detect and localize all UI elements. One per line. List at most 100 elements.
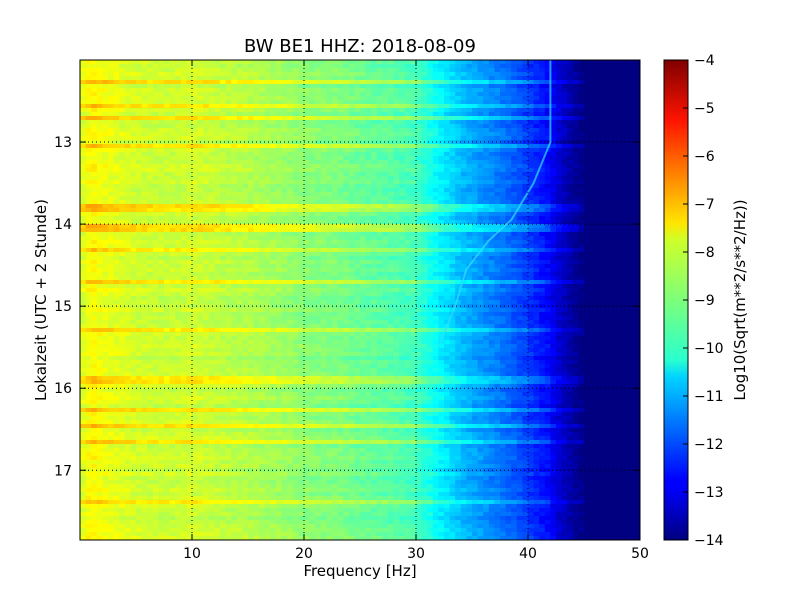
heatmap-cell — [516, 164, 523, 169]
heatmap-cell — [220, 168, 227, 173]
heatmap-cell — [343, 156, 350, 161]
heatmap-cell — [119, 116, 126, 121]
heatmap-cell — [80, 116, 87, 121]
heatmap-cell — [533, 224, 540, 229]
heatmap-cell — [225, 108, 232, 113]
heatmap-cell — [528, 220, 535, 225]
heatmap-cell — [617, 192, 624, 197]
heatmap-cell — [102, 84, 109, 89]
heatmap-cell — [332, 188, 339, 193]
heatmap-cell — [309, 68, 316, 73]
heatmap-cell — [584, 104, 591, 109]
heatmap-cell — [304, 64, 311, 69]
heatmap-cell — [315, 148, 322, 153]
heatmap-cell — [180, 176, 187, 181]
heatmap-cell — [460, 156, 467, 161]
heatmap-cell — [427, 68, 434, 73]
heatmap-cell — [488, 116, 495, 121]
heatmap-cell — [432, 196, 439, 201]
heatmap-cell — [399, 224, 406, 229]
heatmap-cell — [108, 140, 115, 145]
heatmap-cell — [192, 204, 199, 209]
heatmap-cell — [91, 132, 98, 137]
heatmap-cell — [270, 224, 277, 229]
heatmap-cell — [533, 200, 540, 205]
heatmap-cell — [141, 116, 148, 121]
heatmap-cell — [584, 176, 591, 181]
heatmap-cell — [393, 96, 400, 101]
heatmap-cell — [455, 72, 462, 77]
heatmap-cell — [124, 188, 131, 193]
heatmap-cell — [326, 160, 333, 165]
heatmap-cell — [208, 240, 215, 245]
heatmap-cell — [455, 116, 462, 121]
heatmap-cell — [382, 176, 389, 181]
heatmap-cell — [410, 80, 417, 85]
heatmap-cell — [96, 140, 103, 145]
heatmap-cell — [152, 236, 159, 241]
heatmap-cell — [248, 68, 255, 73]
heatmap-cell — [264, 112, 271, 117]
heatmap-cell — [259, 256, 266, 261]
heatmap-cell — [404, 204, 411, 209]
heatmap-cell — [404, 184, 411, 189]
heatmap-cell — [522, 240, 529, 245]
heatmap-cell — [382, 164, 389, 169]
heatmap-cell — [466, 216, 473, 221]
heatmap-cell — [80, 108, 87, 113]
heatmap-cell — [595, 228, 602, 233]
heatmap-cell — [628, 132, 635, 137]
heatmap-cell — [214, 96, 221, 101]
heatmap-cell — [606, 164, 613, 169]
heatmap-cell — [416, 104, 423, 109]
heatmap-cell — [477, 84, 484, 89]
heatmap-cell — [113, 144, 120, 149]
heatmap-cell — [332, 232, 339, 237]
heatmap-cell — [158, 200, 165, 205]
heatmap-cell — [410, 160, 417, 165]
heatmap-cell — [102, 204, 109, 209]
heatmap-cell — [208, 132, 215, 137]
heatmap-cell — [544, 224, 551, 229]
heatmap-cell — [421, 176, 428, 181]
heatmap-cell — [248, 212, 255, 217]
heatmap-cell — [516, 180, 523, 185]
heatmap-cell — [332, 164, 339, 169]
heatmap-cell — [550, 184, 557, 189]
heatmap-cell — [483, 116, 490, 121]
heatmap-cell — [516, 256, 523, 261]
heatmap-cell — [584, 224, 591, 229]
heatmap-cell — [421, 228, 428, 233]
heatmap-cell — [253, 100, 260, 105]
heatmap-cell — [348, 204, 355, 209]
heatmap-cell — [113, 152, 120, 157]
heatmap-cell — [371, 84, 378, 89]
heatmap-cell — [600, 80, 607, 85]
heatmap-cell — [505, 132, 512, 137]
heatmap-cell — [192, 228, 199, 233]
heatmap-cell — [276, 208, 283, 213]
heatmap-cell — [309, 144, 316, 149]
heatmap-cell — [483, 244, 490, 249]
heatmap-cell — [567, 244, 574, 249]
heatmap-cell — [175, 84, 182, 89]
heatmap-cell — [236, 140, 243, 145]
heatmap-cell — [264, 180, 271, 185]
heatmap-cell — [360, 248, 367, 253]
heatmap-cell — [259, 224, 266, 229]
heatmap-cell — [589, 116, 596, 121]
heatmap-cell — [169, 64, 176, 69]
heatmap-cell — [164, 204, 171, 209]
heatmap-cell — [287, 68, 294, 73]
heatmap-cell — [427, 108, 434, 113]
heatmap-cell — [382, 72, 389, 77]
heatmap-cell — [164, 84, 171, 89]
heatmap-cell — [186, 192, 193, 197]
heatmap-cell — [360, 188, 367, 193]
heatmap-cell — [253, 156, 260, 161]
heatmap-cell — [544, 252, 551, 257]
heatmap-cell — [248, 220, 255, 225]
heatmap-cell — [225, 204, 232, 209]
heatmap-cell — [108, 172, 115, 177]
heatmap-cell — [130, 72, 137, 77]
